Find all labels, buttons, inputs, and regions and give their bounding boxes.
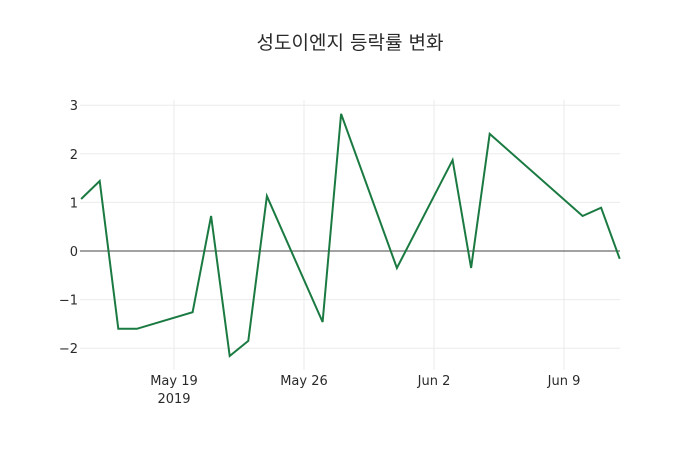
series-line bbox=[80, 113, 621, 358]
y-tick-label: 0 bbox=[70, 245, 78, 260]
x-tick-year-label: 2019 bbox=[157, 392, 190, 407]
gridlines bbox=[80, 100, 620, 370]
x-tick-label: Jun 9 bbox=[547, 374, 581, 389]
y-tick-label: −2 bbox=[59, 342, 78, 357]
y-tick-label: 2 bbox=[70, 148, 78, 163]
y-tick-label: 3 bbox=[70, 99, 78, 114]
x-tick-label: May 26 bbox=[280, 374, 328, 389]
x-tick-label: May 19 bbox=[150, 374, 198, 389]
x-tick-label: Jun 2 bbox=[417, 374, 451, 389]
chart-title: 성도이엔지 등락률 변화 bbox=[256, 32, 444, 54]
y-tick-label: 1 bbox=[70, 196, 78, 211]
y-tick-label: −1 bbox=[59, 294, 78, 309]
